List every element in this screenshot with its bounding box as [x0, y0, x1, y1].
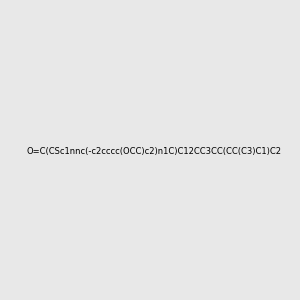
Text: O=C(CSc1nnc(-c2cccc(OCC)c2)n1C)C12CC3CC(CC(C3)C1)C2: O=C(CSc1nnc(-c2cccc(OCC)c2)n1C)C12CC3CC(… — [26, 147, 281, 156]
